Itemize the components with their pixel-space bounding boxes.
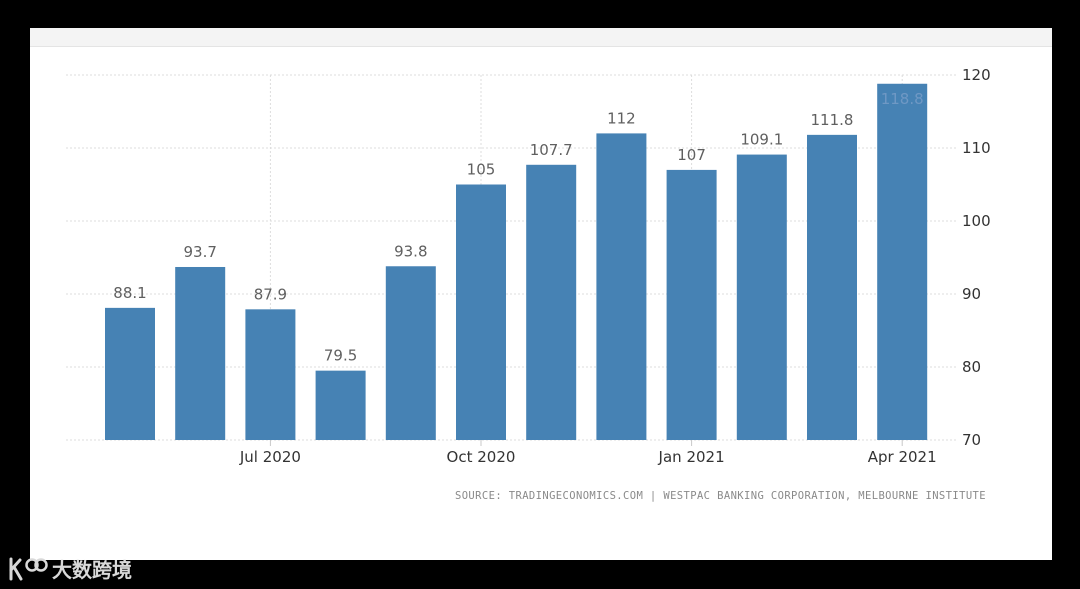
bars xyxy=(105,83,928,441)
bar-value-label: 93.7 xyxy=(183,243,216,261)
bar-value-label: 93.8 xyxy=(394,242,427,260)
bar-value-label: 87.9 xyxy=(254,285,287,303)
y-tick-label: 90 xyxy=(962,285,981,303)
bar xyxy=(315,370,366,440)
bar-chart: 88.1 93.7 87.9 79.5 93.8 105 107.7 112 107 109.1 1… xyxy=(66,66,991,466)
bar xyxy=(666,169,717,440)
bar xyxy=(736,154,787,440)
y-tick-label: 120 xyxy=(962,66,991,84)
bar-value-label: 118.8 xyxy=(881,90,924,108)
bar xyxy=(596,133,647,440)
bar-value-label: 112 xyxy=(607,109,636,127)
source-note: SOURCE: TRADINGECONOMICS.COM | WESTPAC B… xyxy=(454,490,986,502)
bar xyxy=(245,309,296,440)
x-tick-label: Oct 2020 xyxy=(447,448,516,466)
bar xyxy=(456,184,506,440)
bar xyxy=(105,307,155,440)
bar xyxy=(526,164,577,441)
watermark-text: 大数跨境 xyxy=(52,558,132,582)
top-toolbar-strip xyxy=(30,28,1052,47)
chart-panel: 88.1 93.7 87.9 79.5 93.8 105 107.7 112 107 109.1 1… xyxy=(30,28,1052,560)
x-tick-label: Apr 2021 xyxy=(868,448,937,466)
bar xyxy=(385,266,436,440)
y-tick-label: 70 xyxy=(962,431,981,449)
y-tick-label: 100 xyxy=(962,212,991,230)
y-tick-label: 80 xyxy=(962,358,981,376)
watermark: 大数跨境 xyxy=(8,554,132,583)
bar-value-label: 107.7 xyxy=(530,141,573,159)
bar xyxy=(807,134,857,441)
bar xyxy=(877,83,928,440)
data-labels: 88.1 93.7 87.9 79.5 93.8 105 107.7 112 107 109.1 1… xyxy=(113,90,923,365)
bar-value-label: 79.5 xyxy=(324,347,357,365)
x-tick-label: Jan 2021 xyxy=(658,448,725,466)
bar-value-label: 109.1 xyxy=(740,131,783,149)
kb-logo-icon xyxy=(8,556,48,582)
x-tick-label: Jul 2020 xyxy=(239,448,301,466)
x-axis-ticks: Jul 2020 Oct 2020 Jan 2021 Apr 2021 xyxy=(239,448,937,466)
bar xyxy=(175,266,226,440)
bar-value-label: 111.8 xyxy=(811,111,854,129)
y-axis-ticks: 70 80 90 100 110 120 xyxy=(962,66,991,449)
y-tick-label: 110 xyxy=(962,139,991,157)
bar-value-label: 107 xyxy=(677,146,706,164)
bar-value-label: 105 xyxy=(467,161,496,179)
bar-value-label: 88.1 xyxy=(113,284,146,302)
